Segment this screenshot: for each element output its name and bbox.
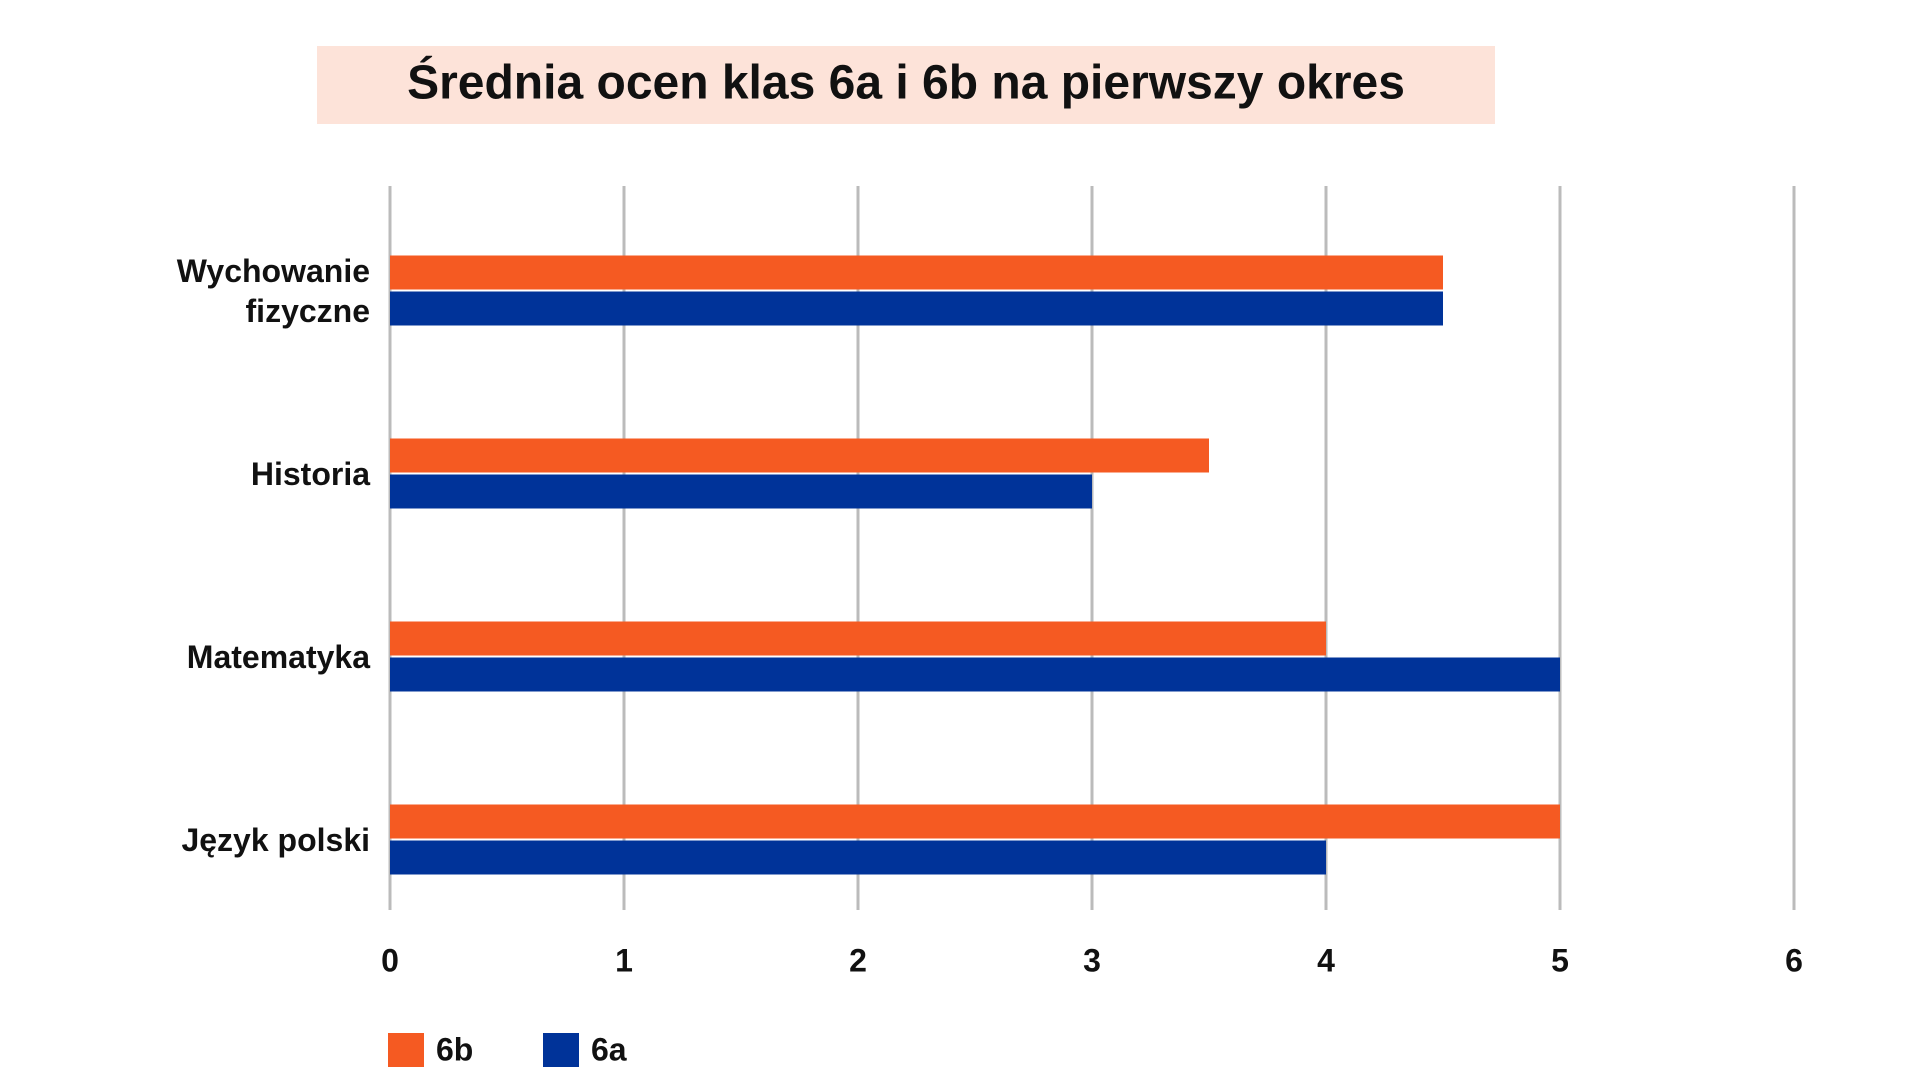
bar [390, 474, 1092, 509]
chart-title: Średnia ocen klas 6a i 6b na pierwszy ok… [407, 55, 1405, 110]
legend-swatch [543, 1033, 579, 1067]
bar [390, 621, 1326, 656]
x-tick-label: 3 [1083, 942, 1101, 978]
legend-swatch [388, 1033, 424, 1067]
x-tick-label: 2 [849, 942, 867, 978]
y-tick-label: Historia [250, 455, 370, 492]
bar [390, 840, 1326, 875]
legend-label: 6a [591, 1031, 627, 1067]
y-tick-label: Język polski [181, 821, 370, 858]
title-box [317, 46, 1495, 124]
bar [390, 657, 1560, 692]
x-tick-label: 5 [1551, 942, 1569, 978]
bar [390, 255, 1443, 290]
x-tick-label: 1 [615, 942, 633, 978]
bar [390, 291, 1443, 326]
bar [390, 804, 1560, 839]
bar [390, 438, 1209, 473]
y-tick-label: Matematyka [186, 638, 370, 675]
legend-label: 6b [436, 1031, 473, 1067]
x-tick-label: 6 [1785, 942, 1803, 978]
x-tick-label: 4 [1317, 942, 1335, 978]
x-tick-label: 0 [381, 942, 399, 978]
y-tick-label: Wychowanie fizyczne [176, 252, 370, 329]
